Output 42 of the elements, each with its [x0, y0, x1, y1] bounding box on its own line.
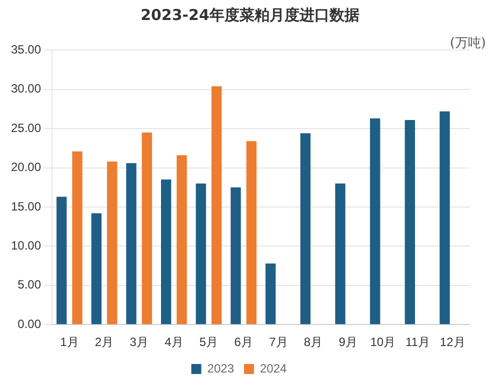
bar: [300, 133, 311, 324]
y-tick-label: 0.00: [18, 316, 42, 331]
chart-title: 2023-24年度菜粕月度进口数据: [140, 6, 360, 25]
bar: [230, 187, 241, 324]
bar: [72, 151, 82, 324]
y-tick-label: 35.00: [11, 42, 42, 57]
bar: [404, 120, 416, 324]
bar: [107, 162, 118, 324]
x-tick-label: 2月: [94, 335, 114, 350]
y-tick-label: 15.00: [11, 199, 42, 214]
bar: [370, 118, 380, 324]
x-tick-label: 10月: [370, 335, 396, 350]
y-tick-label: 10.00: [11, 238, 42, 253]
bar: [196, 183, 206, 324]
bar: [440, 111, 450, 324]
x-tick-label: 5月: [199, 335, 218, 350]
annotation: (万吨): [450, 35, 486, 52]
x-tick-label: 12月: [440, 335, 466, 350]
x-tick-label: 8月: [304, 335, 323, 350]
x-tick-label: 6月: [234, 335, 253, 350]
x-tick-label: 4月: [164, 335, 184, 350]
bar: [246, 141, 257, 324]
y-tick-label: 30.00: [11, 82, 42, 96]
bar: [126, 163, 136, 324]
legend-label: 2024: [260, 361, 288, 376]
bar: [56, 196, 67, 324]
x-tick-label: 9月: [338, 335, 358, 350]
y-tick-label: 25.00: [11, 120, 42, 135]
bar: [266, 263, 276, 324]
bar: [91, 213, 102, 324]
x-tick-label: 11月: [406, 335, 430, 350]
x-tick-label: 3月: [130, 335, 148, 350]
y-tick-label: 20.00: [11, 160, 42, 174]
x-tick-label: 1月: [60, 335, 79, 350]
legend-label: 2023: [207, 361, 234, 376]
bar: [212, 86, 222, 324]
bar: [176, 155, 187, 324]
x-tick-label: 7月: [269, 335, 288, 350]
y-tick-label: 5.00: [18, 278, 42, 292]
bar: [335, 183, 346, 324]
bar: [142, 132, 152, 324]
bar: [161, 180, 172, 324]
